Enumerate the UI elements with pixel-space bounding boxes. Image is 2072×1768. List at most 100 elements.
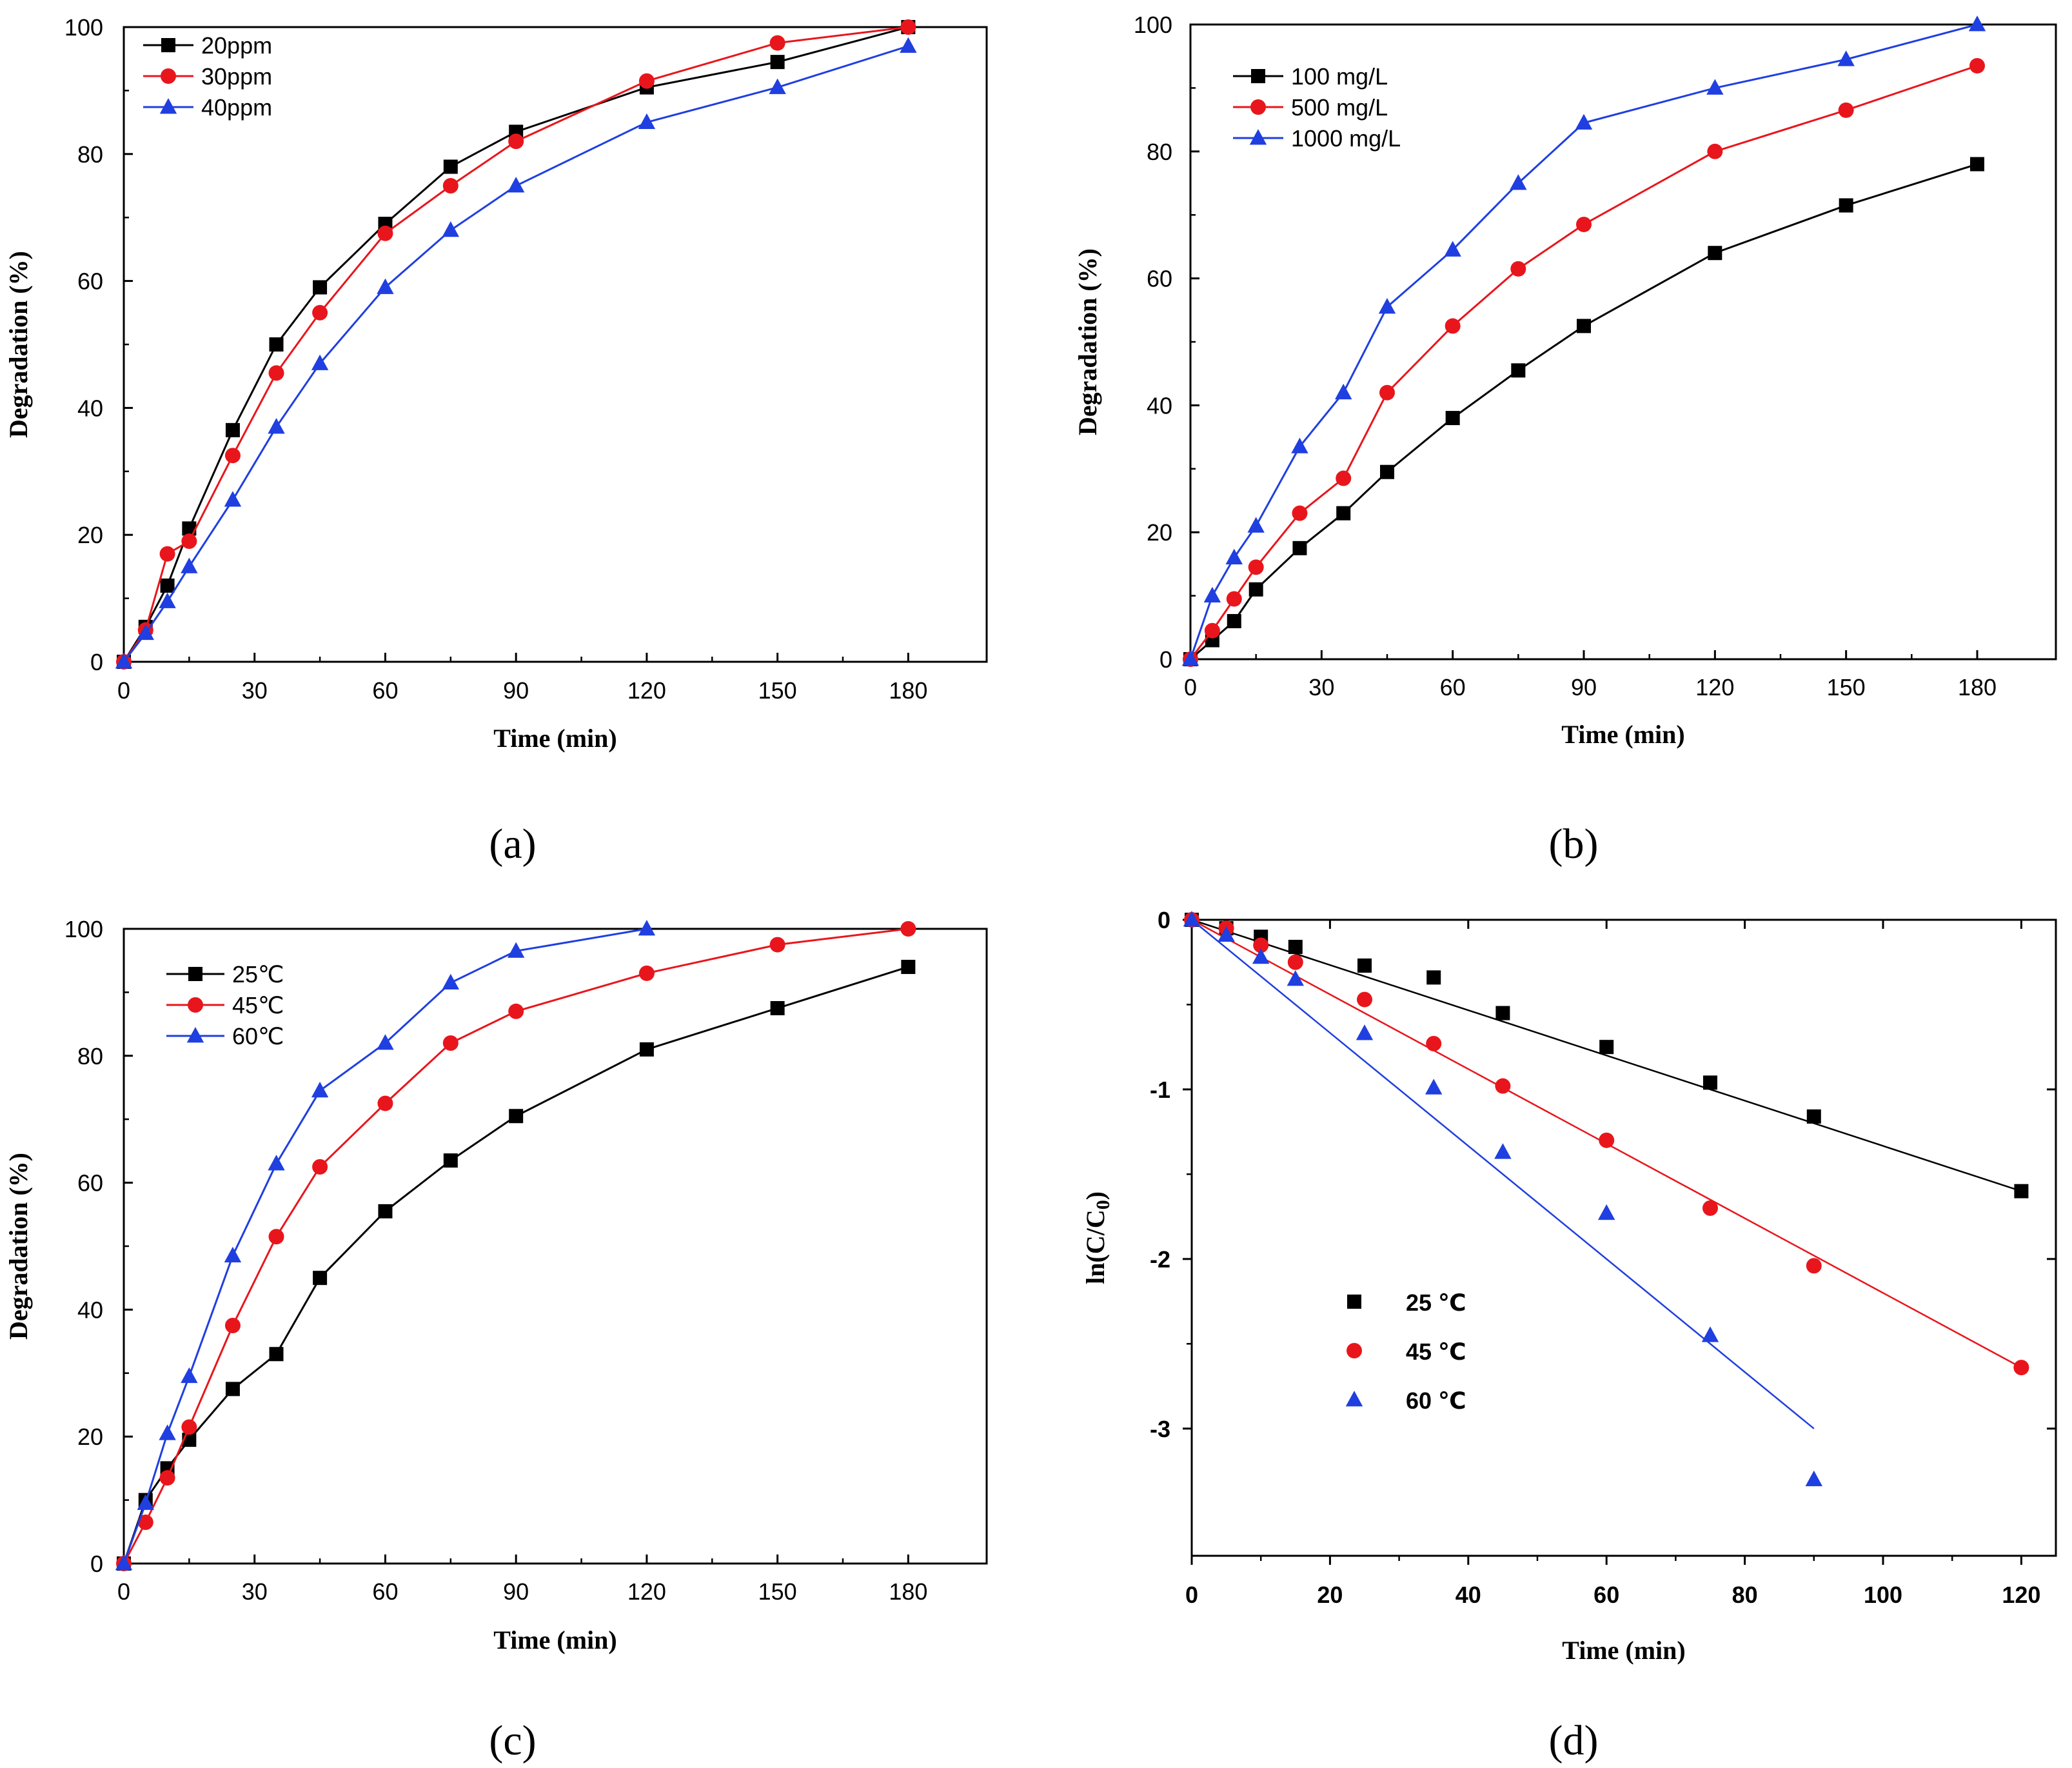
- data-point: [1357, 991, 1372, 1008]
- series-100-mg-l: [1183, 157, 1984, 666]
- y-tick-label: 80: [1147, 139, 1172, 165]
- x-axis-title: Time (min): [493, 1625, 617, 1654]
- data-point: [268, 418, 285, 434]
- series-60-: [1183, 911, 1822, 1487]
- legend-marker: [159, 98, 177, 114]
- y-tick-label: 60: [77, 1170, 103, 1197]
- data-point: [769, 35, 785, 51]
- x-axis-title: Time (min): [493, 724, 617, 753]
- y-tick-label: 60: [1147, 266, 1172, 292]
- x-tick-label: 60: [372, 677, 398, 704]
- fit-line: [1191, 919, 1815, 1429]
- y-axis-title: Degradation (%): [1073, 248, 1102, 435]
- data-point: [1806, 1109, 1821, 1124]
- fit-line: [1191, 919, 2022, 1192]
- data-point: [377, 225, 393, 241]
- data-point: [1248, 559, 1264, 575]
- data-point: [1379, 384, 1395, 401]
- data-point: [1577, 319, 1591, 333]
- data-point: [269, 1347, 284, 1362]
- data-point: [1425, 1078, 1443, 1095]
- data-point: [377, 1034, 394, 1050]
- panel-b: 0 30 60 90 120 150 180 0 20 40 60 80 100 Time (min) De…: [1073, 12, 2057, 749]
- data-point: [1357, 958, 1372, 973]
- x-tick-label: 0: [1184, 674, 1197, 700]
- data-point: [1378, 298, 1396, 314]
- data-point: [1444, 241, 1461, 257]
- data-point: [1181, 650, 1199, 666]
- data-point: [1252, 948, 1270, 964]
- legend-label: 25 ℃: [1406, 1289, 1466, 1316]
- data-point: [377, 1095, 393, 1111]
- data-point: [1203, 586, 1221, 602]
- data-point: [1335, 383, 1352, 400]
- x-tick-label: 100: [1864, 1582, 1902, 1608]
- data-point: [1701, 1326, 1719, 1342]
- x-tick-label: 150: [758, 677, 797, 704]
- data-point: [1969, 57, 1985, 74]
- data-point: [268, 1229, 284, 1245]
- data-point: [1495, 1006, 1510, 1020]
- data-point: [1227, 613, 1241, 628]
- y-axis-title: ln(C/C0): [1081, 1191, 1114, 1284]
- data-point: [1426, 970, 1441, 985]
- x-tick-label: 90: [503, 1578, 529, 1605]
- y-tick-label: 80: [77, 141, 103, 168]
- data-point: [225, 1382, 240, 1396]
- data-point: [377, 278, 394, 294]
- data-point: [507, 942, 525, 958]
- panel-label-c: (c): [489, 1717, 536, 1764]
- data-point: [1495, 1078, 1511, 1094]
- x-tick-label: 20: [1317, 1582, 1343, 1608]
- data-point: [1204, 622, 1220, 639]
- y-tick-label: 100: [64, 14, 103, 41]
- panel-a: 0 30 60 90 120 150 180 0 20 40 60 80 100 Time (min) De…: [4, 14, 988, 753]
- x-tick-label: 90: [503, 677, 529, 704]
- legend-marker: [1347, 1343, 1362, 1358]
- data-point: [769, 937, 785, 953]
- data-point: [159, 592, 176, 608]
- data-point: [269, 337, 284, 352]
- y-tick-label: 0: [1158, 907, 1170, 933]
- series-line: [1190, 163, 1978, 661]
- data-point: [1510, 174, 1527, 190]
- series-25-: [1185, 913, 2029, 1198]
- data-point: [1218, 926, 1235, 942]
- data-point: [312, 304, 328, 321]
- data-point: [1970, 157, 1984, 172]
- data-point: [1336, 470, 1352, 486]
- legend-marker: [188, 967, 202, 981]
- data-point: [1445, 411, 1460, 426]
- x-axis-title: Time (min): [1561, 720, 1684, 749]
- data-point: [442, 178, 459, 194]
- x-tick-label: 90: [1571, 674, 1597, 700]
- y-tick-label: -3: [1150, 1416, 1170, 1442]
- y-tick-label: 80: [77, 1043, 103, 1069]
- data-point: [181, 1419, 197, 1435]
- data-point: [638, 920, 656, 936]
- series-30ppm: [116, 19, 916, 670]
- data-point: [313, 280, 328, 295]
- data-point: [1226, 591, 1242, 607]
- data-point: [1575, 114, 1593, 130]
- x-tick-label: 120: [627, 677, 666, 704]
- data-point: [443, 159, 458, 174]
- panel-label-b: (b): [1549, 820, 1599, 868]
- data-point: [1510, 261, 1526, 277]
- series-line: [123, 966, 909, 1564]
- legend-marker: [161, 38, 175, 52]
- legend-marker: [1250, 99, 1266, 115]
- data-point: [313, 1271, 328, 1286]
- x-axis-title: Time (min): [1562, 1636, 1685, 1665]
- data-point: [1598, 1204, 1615, 1220]
- x-tick-label: 150: [1827, 674, 1866, 700]
- y-axis-title: Degradation (%): [4, 1153, 33, 1340]
- data-point: [1292, 505, 1308, 521]
- data-point: [1288, 940, 1303, 955]
- data-point: [1838, 102, 1854, 118]
- data-point: [181, 1367, 198, 1384]
- x-tick-label: 0: [1185, 1582, 1198, 1608]
- data-point: [769, 78, 786, 94]
- x-tick-label: 60: [1440, 674, 1466, 700]
- panel-label-a: (a): [489, 820, 536, 868]
